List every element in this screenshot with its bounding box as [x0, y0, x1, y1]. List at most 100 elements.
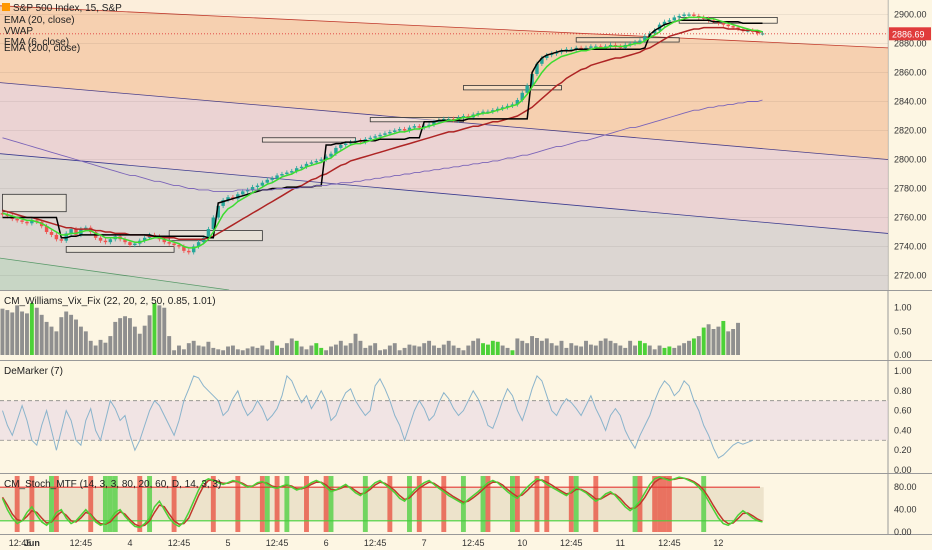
x-tick-label: 5: [226, 538, 231, 548]
vix-bar: [206, 341, 211, 355]
demarker-plot: [0, 374, 888, 459]
vix-bar: [387, 345, 392, 355]
y-tick-label: 0.20: [894, 445, 912, 455]
legend-ema20[interactable]: EMA (20, close): [4, 15, 75, 26]
vix-bar: [123, 316, 128, 355]
vix-bar: [495, 341, 500, 355]
stoch-red-bar: [235, 476, 241, 532]
vix-bar: [294, 340, 299, 355]
x-tick-label: 12:45: [9, 538, 32, 548]
vix-bar: [535, 337, 539, 355]
candle: [535, 63, 539, 74]
vix-bar: [436, 347, 441, 355]
candle: [69, 229, 73, 234]
price-axis[interactable]: [888, 0, 932, 534]
price-plot: [0, 12, 888, 255]
vix-bar: [343, 345, 348, 355]
stoch-red-bar: [657, 476, 663, 532]
demarker-title[interactable]: DeMarker (7): [4, 366, 63, 377]
legend-ema200[interactable]: EMA (200, close): [4, 43, 80, 54]
zone-box: [65, 246, 175, 253]
vix-bar: [132, 326, 137, 355]
candle: [412, 126, 417, 128]
vix-bar: [338, 340, 343, 355]
x-tick-label: Jun: [24, 538, 40, 548]
vix-bar: [677, 345, 682, 355]
candle: [687, 14, 691, 16]
vix-bar: [304, 349, 309, 355]
vix-bar: [29, 303, 34, 355]
y-tick-label: 1.00: [894, 303, 912, 313]
vix-bar: [69, 314, 74, 355]
vix-bar: [93, 345, 98, 355]
candle: [250, 187, 255, 190]
vix-bar: [559, 340, 564, 355]
axis-labels: 2900.00 2880.00 2860.00 2840.00 2820.00 2800.…: [9, 10, 927, 549]
stoch-red-bar: [662, 476, 667, 532]
vix-bar: [245, 348, 250, 355]
vix-bar: [446, 340, 451, 355]
candle: [677, 15, 681, 18]
candle: [270, 178, 274, 180]
y-tick-label: 2900.00: [894, 10, 927, 20]
vix-bar: [402, 347, 407, 355]
candle: [569, 49, 574, 51]
x-tick-label: 12:45: [462, 538, 485, 548]
stoch-red-bar: [53, 476, 59, 532]
candle: [515, 100, 520, 105]
x-tick-label: 12:45: [266, 538, 289, 548]
vix-bar: [186, 343, 191, 355]
stoch-title[interactable]: CM_Stoch_MTF (14, 3, 3, 80, 20, 60, D, 1…: [4, 479, 221, 490]
stoch-green-bar: [407, 476, 412, 532]
zone-box: [463, 85, 562, 91]
vix-bar: [378, 350, 383, 355]
symbol-title[interactable]: S&P 500 Index, 15, S&P: [13, 3, 122, 14]
vix-title[interactable]: CM_Williams_Vix_Fix (22, 20, 2, 50, 0.85…: [4, 296, 216, 307]
channel-band: [0, 0, 888, 48]
vix-bar: [314, 343, 319, 355]
legend-vwap[interactable]: VWAP: [4, 26, 33, 37]
vix-bar: [525, 343, 530, 355]
vix-bar: [103, 342, 108, 355]
candle: [672, 17, 676, 21]
y-tick-label: 2760.00: [894, 213, 927, 223]
vix-bar: [584, 340, 588, 355]
vix-bar: [731, 329, 736, 355]
vix-bar: [461, 350, 466, 355]
vix-bar: [64, 311, 69, 355]
vix-bar: [74, 319, 78, 355]
vix-bar: [642, 343, 647, 355]
candle: [731, 26, 735, 28]
stoch-red-bar: [568, 476, 574, 532]
vix-bar: [711, 329, 716, 355]
vix-bar: [515, 338, 520, 355]
legend-ema6[interactable]: EMA (6, close): [4, 37, 69, 48]
y-tick-label: 2860.00: [894, 68, 927, 78]
candle: [407, 127, 412, 131]
price-tag-text: 2886.69: [892, 29, 925, 39]
vix-bar: [250, 346, 255, 355]
candle: [402, 129, 407, 131]
vix-bar: [471, 340, 476, 355]
vix-bar: [637, 340, 642, 355]
candle: [309, 162, 314, 164]
candle: [162, 239, 166, 243]
price-tag: 2886.69: [889, 27, 931, 41]
vix-bar: [574, 345, 579, 355]
candle: [442, 118, 446, 121]
x-tick-label: 6: [324, 538, 329, 548]
candle: [265, 179, 269, 183]
candle: [368, 137, 372, 140]
y-tick-label: 0.00: [894, 350, 912, 360]
candle: [692, 14, 696, 16]
candle: [378, 134, 382, 137]
zone-box: [261, 137, 356, 143]
vix-bar: [25, 313, 29, 355]
vix-bar: [603, 338, 608, 355]
vix-bar: [280, 347, 284, 355]
candle: [540, 58, 544, 64]
vix-bar: [270, 340, 275, 355]
candle: [221, 200, 225, 206]
vix-bar: [608, 340, 613, 355]
